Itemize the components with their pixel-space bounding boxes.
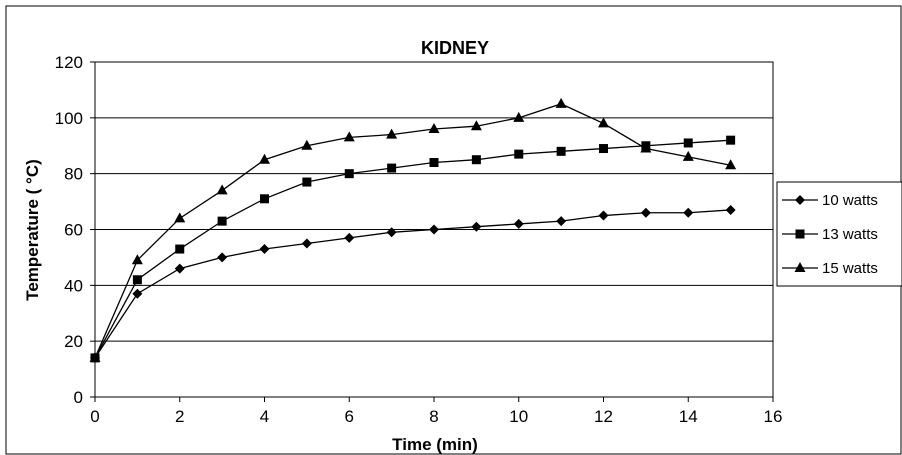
y-tick-label: 40 [64, 276, 83, 295]
legend-label: 15 watts [822, 260, 878, 277]
x-tick-label: 8 [429, 407, 438, 426]
y-tick-label: 0 [74, 388, 83, 407]
data-point-13-watts [599, 144, 608, 154]
data-point-10-watts [471, 221, 482, 232]
legend: 10 watts 13 watts 15 watts [776, 181, 902, 287]
data-point-10-watts [513, 218, 524, 229]
data-point-13-watts [217, 216, 227, 226]
data-point-15-watts [682, 150, 694, 161]
data-point-15-watts [216, 184, 228, 195]
series-group [89, 97, 737, 363]
legend-marker-10-watts [795, 195, 805, 205]
data-point-10-watts [556, 216, 567, 227]
data-point-13-watts [132, 275, 142, 285]
data-point-10-watts [174, 263, 185, 274]
data-point-15-watts [640, 142, 652, 153]
data-point-15-watts [428, 123, 440, 133]
data-point-10-watts [217, 252, 228, 263]
data-point-15-watts [386, 128, 398, 139]
legend-label: 10 watts [822, 192, 878, 209]
data-point-15-watts [598, 117, 609, 128]
data-point-13-watts [175, 244, 185, 254]
data-point-15-watts [174, 212, 186, 223]
series-line-15-watts [94, 103, 731, 359]
series-line-10-watts [94, 209, 731, 359]
legend-marker-13-watts [795, 229, 805, 239]
y-tick-label: 20 [64, 332, 83, 351]
x-tick-label: 14 [679, 407, 698, 426]
legend-marker-15-watts [794, 262, 806, 272]
data-point-13-watts [514, 149, 524, 159]
data-point-13-watts [260, 194, 269, 204]
data-point-10-watts [640, 207, 651, 218]
data-point-13-watts [429, 158, 439, 167]
legend-item-10-watts: 10 watts [782, 192, 878, 209]
data-point-15-watts [555, 97, 567, 108]
legend-item-15-watts: 15 watts [782, 260, 878, 277]
data-point-15-watts [259, 153, 270, 164]
data-point-13-watts [471, 155, 481, 165]
data-point-10-watts [598, 210, 609, 221]
data-point-15-watts [89, 351, 101, 362]
x-tick-label: 2 [175, 407, 184, 426]
x-tick-label: 16 [764, 407, 783, 426]
y-axis-ticks: 0 20 40 60 80 100 120 [55, 53, 95, 407]
x-tick-label: 10 [509, 407, 528, 426]
series-line-13-watts [94, 139, 731, 359]
data-point-10-watts [301, 238, 312, 249]
x-tick-label: 12 [594, 407, 613, 426]
data-point-13-watts [344, 169, 354, 179]
data-point-15-watts [470, 120, 482, 131]
y-tick-label: 60 [64, 221, 83, 240]
data-point-13-watts [556, 146, 566, 156]
x-tick-label: 0 [90, 407, 99, 426]
x-axis-ticks: 0 2 4 6 8 10 12 14 16 [90, 397, 782, 426]
legend-label: 13 watts [822, 226, 878, 243]
data-point-10-watts [683, 207, 694, 218]
data-point-10-watts [386, 227, 397, 238]
data-point-15-watts [343, 131, 355, 142]
data-point-10-watts [132, 288, 143, 299]
data-point-10-watts [344, 232, 355, 243]
data-point-13-watts [302, 177, 312, 187]
data-point-10-watts [429, 224, 439, 235]
y-tick-label: 120 [55, 53, 83, 72]
x-tick-label: 6 [345, 407, 354, 426]
data-point-10-watts [259, 244, 270, 255]
data-point-13-watts [683, 138, 693, 148]
data-point-15-watts [725, 159, 737, 170]
data-point-13-watts [387, 163, 397, 173]
series-15-watts [89, 97, 737, 362]
data-point-15-watts [513, 111, 525, 122]
chart-title: KIDNEY [421, 38, 489, 58]
data-point-15-watts [131, 254, 143, 265]
x-tick-label: 4 [260, 407, 269, 426]
x-axis-title: Time (min) [392, 435, 478, 454]
y-axis-title: Temperature ( °C) [23, 159, 42, 301]
data-point-13-watts [726, 135, 736, 145]
legend-item-13-watts: 13 watts [782, 226, 878, 243]
data-point-10-watts [725, 204, 736, 215]
y-tick-label: 80 [64, 165, 83, 184]
y-tick-label: 100 [55, 109, 83, 128]
data-point-15-watts [301, 139, 313, 150]
